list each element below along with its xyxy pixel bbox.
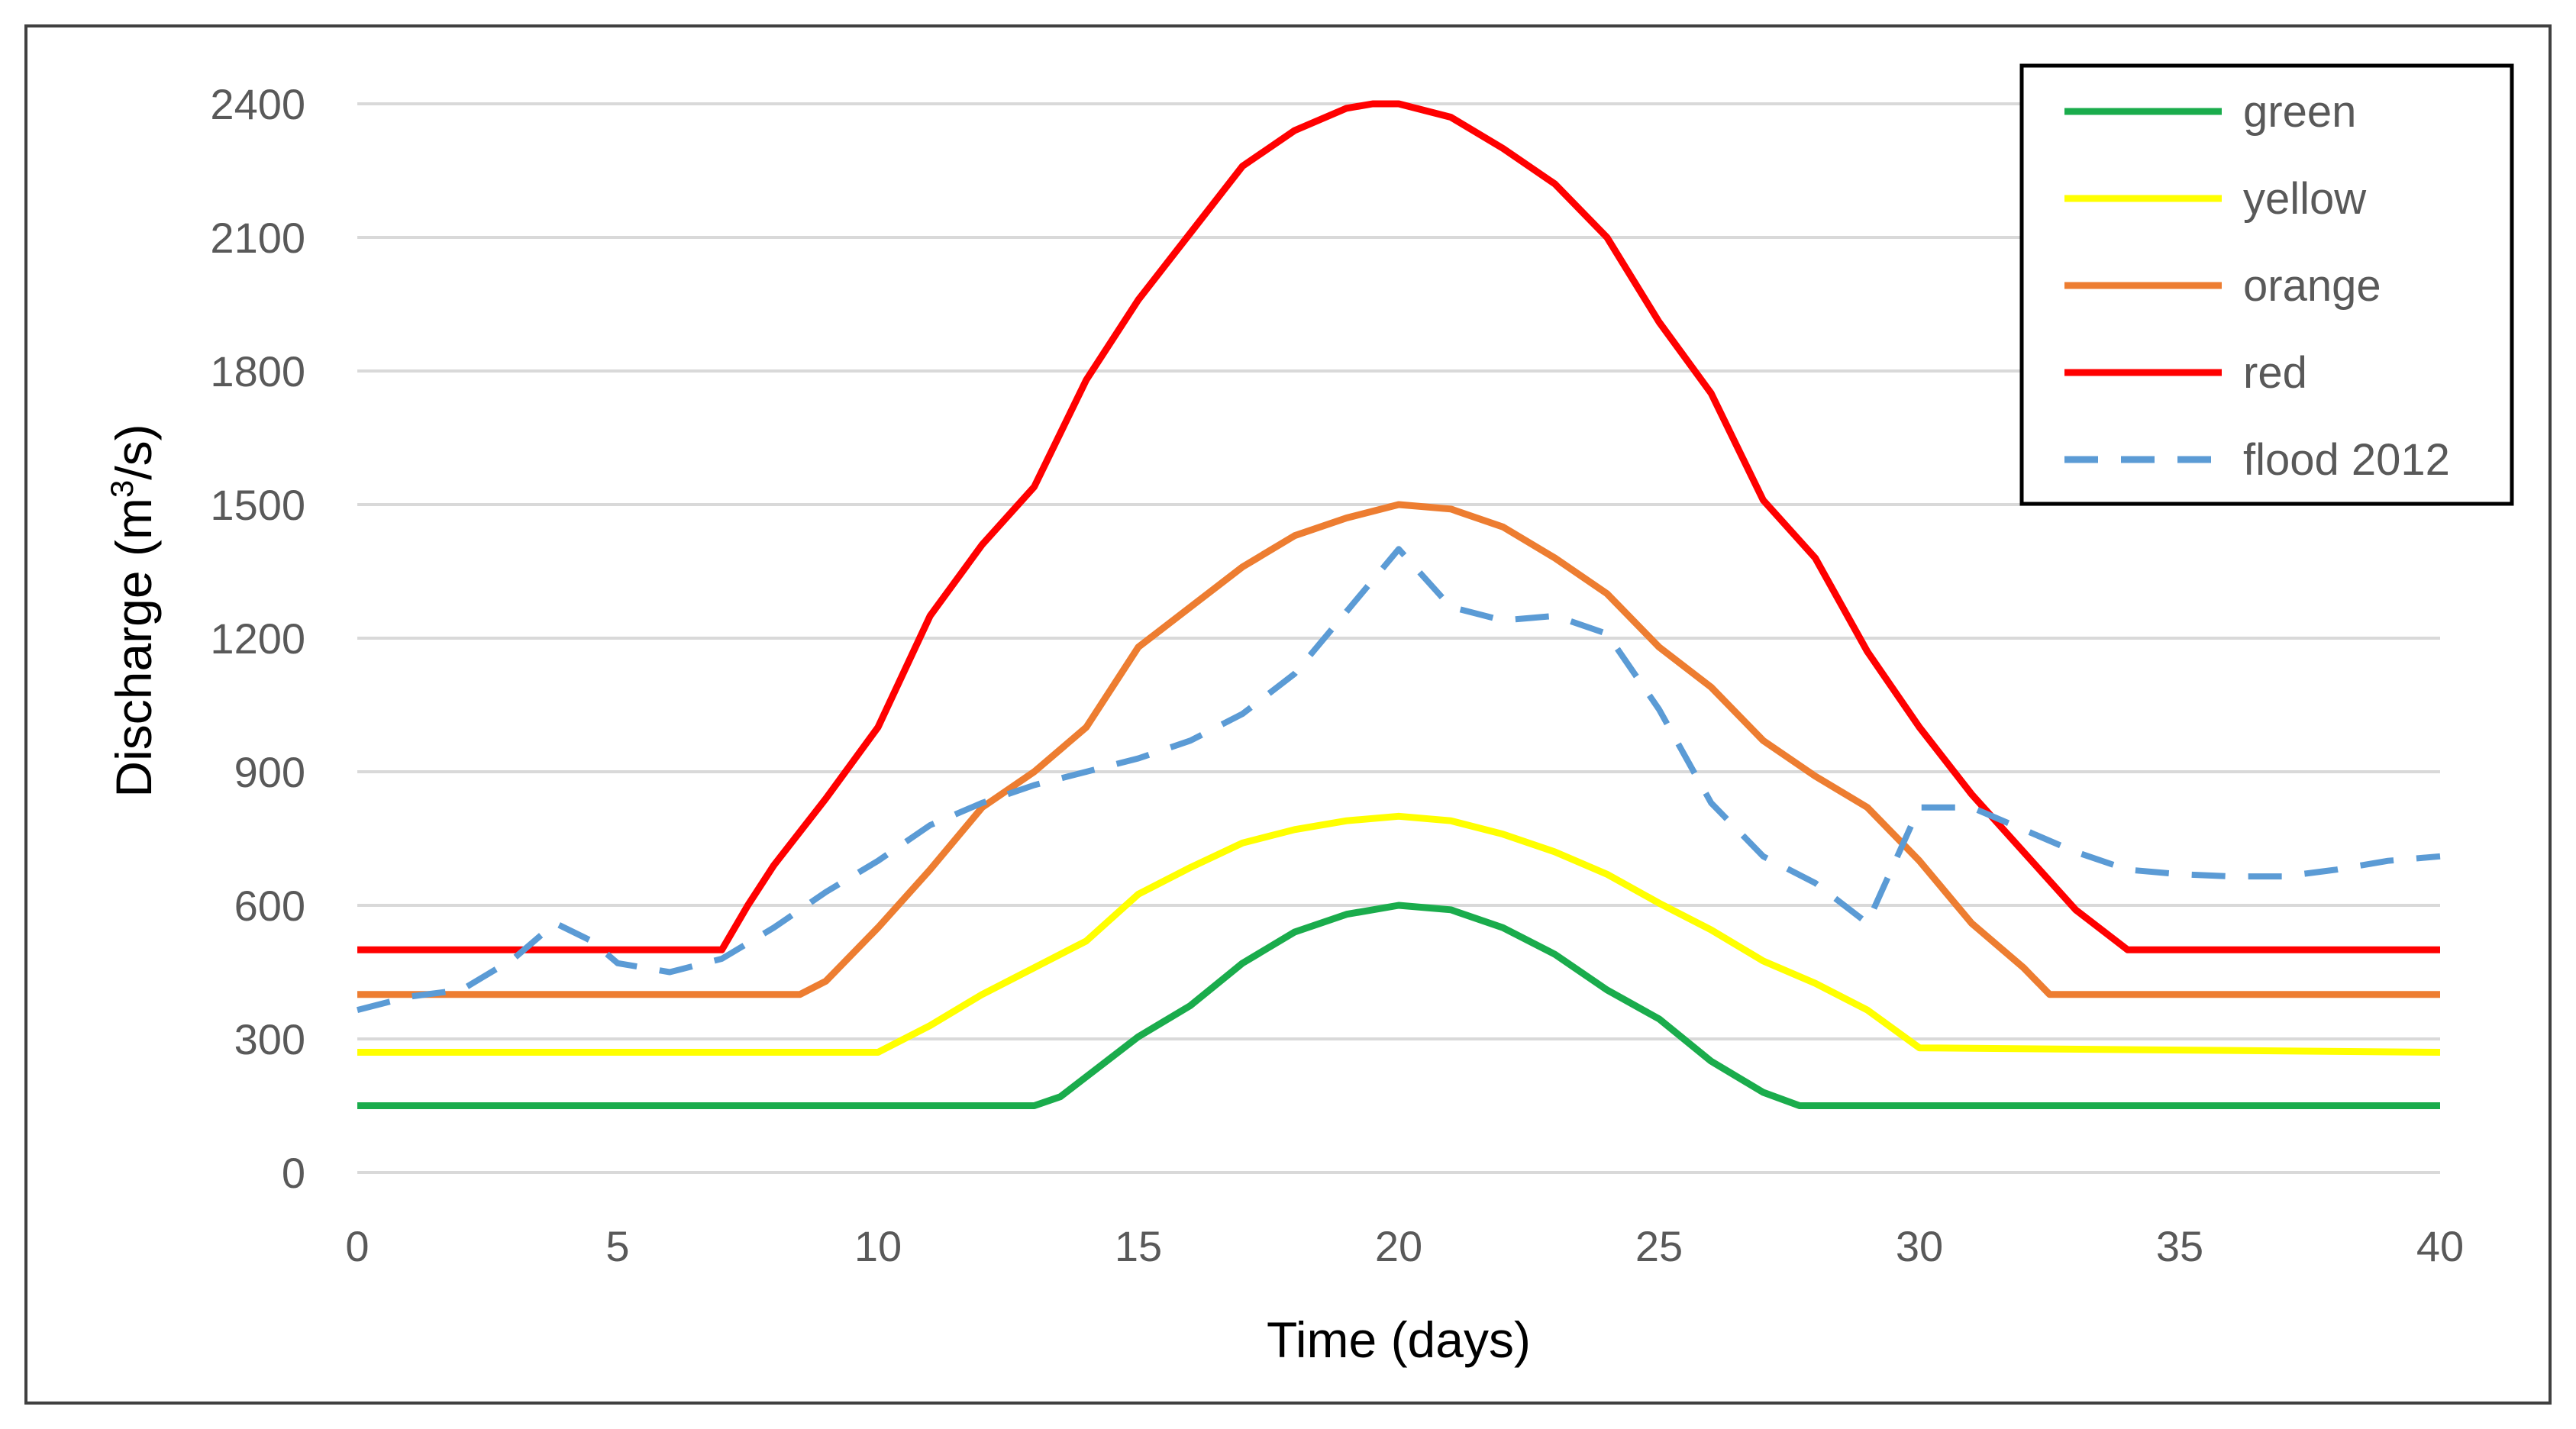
y-tick-label-2400: 2400 [210,80,305,128]
y-tick-label-600: 600 [234,882,305,930]
legend: green yellow orange red flood 2012 [2019,63,2514,506]
x-tick-label-0: 0 [345,1222,369,1270]
legend-label-flood-2012: flood 2012 [2243,435,2450,485]
y-axis-title-tail: /s) [105,424,162,479]
series-line-green [357,902,2440,1109]
x-tick-label-30: 30 [1896,1222,1943,1270]
series-line-orange [357,501,2440,998]
legend-label-orange: orange [2243,261,2381,311]
y-tick-label-900: 900 [234,748,305,796]
y-tick-label-1500: 1500 [210,481,305,529]
legend-entries: green yellow orange red flood 2012 [2064,87,2450,485]
x-tick-labels: 0 5 10 15 20 25 30 35 40 [345,1222,2464,1270]
y-tick-label-1200: 1200 [210,615,305,663]
series-line-yellow [357,812,2441,1056]
legend-label-green: green [2243,87,2356,137]
y-axis-title-superscript: 3 [104,480,140,498]
y-tick-label-1800: 1800 [210,347,305,395]
x-tick-label-5: 5 [605,1222,629,1270]
series-line-flood-2012 [357,546,2441,1013]
x-tick-label-25: 25 [1635,1222,1683,1270]
legend-label-yellow: yellow [2243,174,2367,224]
x-tick-label-15: 15 [1115,1222,1162,1270]
y-tick-labels: 0 300 600 900 1200 1500 1800 2100 2400 [210,80,305,1197]
legend-label-red: red [2243,348,2307,398]
x-tick-label-40: 40 [2416,1222,2464,1270]
x-tick-label-35: 35 [2156,1222,2203,1270]
x-axis-title: Time (days) [1267,1311,1531,1368]
y-tick-label-0: 0 [282,1149,305,1197]
x-tick-label-10: 10 [854,1222,902,1270]
y-tick-label-2100: 2100 [210,214,305,262]
series-line-red [357,100,2440,953]
y-axis-title-main: Discharge (m [105,498,162,797]
y-axis-title: Discharge (m3/s) [104,424,162,797]
y-tick-label-300: 300 [234,1015,305,1063]
x-tick-label-20: 20 [1375,1222,1422,1270]
series-lines [357,100,2441,1109]
